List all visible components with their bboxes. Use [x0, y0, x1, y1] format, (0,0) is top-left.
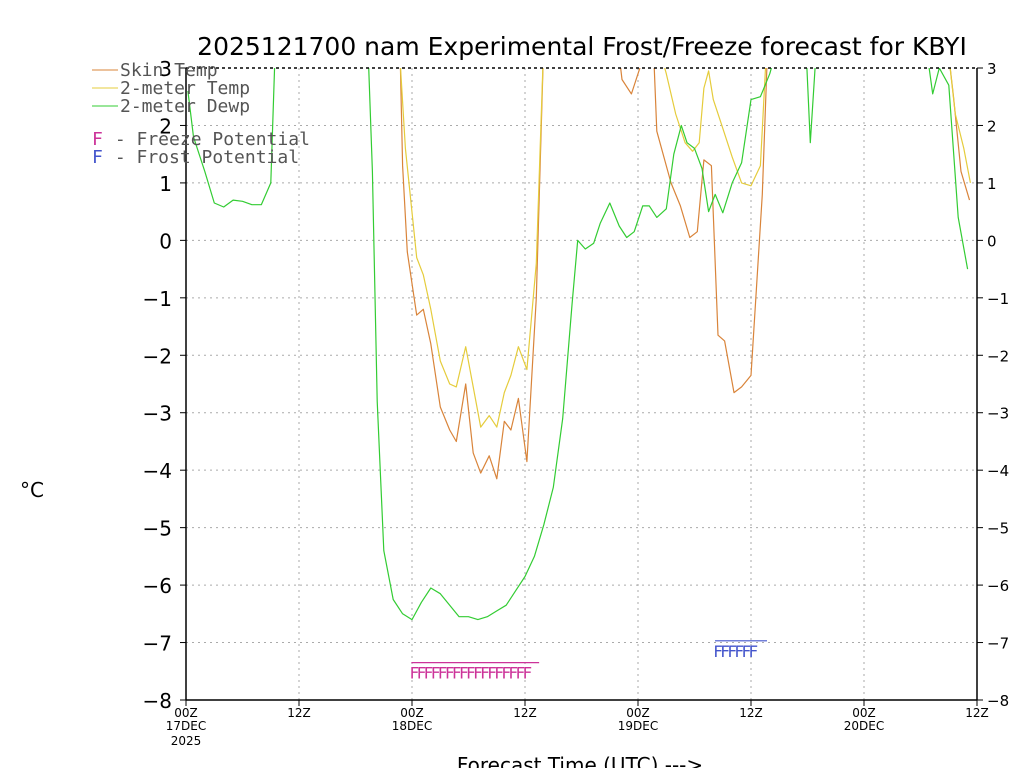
freeze-potential-mark: F: [410, 664, 420, 683]
x-tick-label: 00Z: [400, 706, 424, 720]
y-tick-label-left: 2: [159, 114, 172, 138]
y-tick-label-left: −7: [143, 632, 172, 656]
series-line-2-meter-dewp: [187, 68, 969, 621]
freeze-key-letter: F: [92, 129, 103, 150]
frost-key-letter: F: [92, 147, 103, 168]
y-tick-label-right: −6: [987, 577, 1009, 595]
y-tick-label-right: −1: [987, 290, 1009, 308]
y-tick-label-left: 0: [159, 229, 172, 253]
frost-potential-mark: F: [741, 642, 751, 661]
y-tick-label-right: −5: [987, 520, 1009, 538]
y-tick-label-left: −2: [143, 344, 172, 368]
frost-potential-mark: F: [727, 642, 737, 661]
x-tick-year: 2025: [171, 734, 202, 748]
freeze-potential-mark: F: [523, 664, 533, 683]
gridlines: [186, 68, 977, 700]
series-line-skin-temp: [399, 68, 971, 480]
y-tick-label-left: −5: [143, 517, 172, 541]
freeze-potential-mark: F: [445, 664, 455, 683]
freeze-potential-mark: F: [431, 664, 441, 683]
frost-potential-mark: F: [713, 642, 723, 661]
y-tick-label-right: 3: [987, 60, 997, 78]
y-tick-label-right: 1: [987, 175, 997, 193]
y-tick-label-left: −6: [143, 574, 172, 598]
legend-label-2m-dewp: 2-meter Dewp: [120, 96, 250, 117]
series-layer: [187, 68, 971, 621]
y-tick-label-left: −4: [143, 459, 172, 483]
x-axis-label: Forecast Time (UTC) --->: [457, 753, 703, 768]
freeze-potential-mark: F: [424, 664, 434, 683]
y-axis-label: °C: [20, 478, 44, 502]
frost-potential-mark: F: [749, 642, 759, 661]
freeze-potential-mark: F: [452, 664, 462, 683]
frost-potential-mark: F: [720, 642, 730, 661]
x-tick-label: 12Z: [739, 706, 763, 720]
y-tick-label-right: 2: [987, 117, 997, 135]
freeze-potential-mark: F: [501, 664, 511, 683]
freeze-potential-mark: F: [480, 664, 490, 683]
chart-title: 2025121700 nam Experimental Frost/Freeze…: [197, 32, 967, 61]
y-tick-label-left: −8: [143, 689, 172, 713]
legend-label-skin-temp: Skin Temp: [120, 60, 218, 81]
y-tick-label-right: −7: [987, 635, 1009, 653]
x-tick-date: 19DEC: [618, 719, 658, 733]
legend: Skin Temp 2-meter Temp 2-meter Dewp F - …: [92, 60, 310, 168]
y-tick-label-right: −3: [987, 405, 1009, 423]
frost-key-label: - Frost Potential: [104, 147, 299, 168]
x-tick-label: 12Z: [287, 706, 311, 720]
freeze-potential-mark: F: [494, 664, 504, 683]
y-tick-label-left: −1: [143, 287, 172, 311]
y-tick-label-right: −4: [987, 462, 1009, 480]
freeze-potential-mark: F: [473, 664, 483, 683]
freeze-potential-mark: F: [466, 664, 476, 683]
x-tick-label: 12Z: [965, 706, 989, 720]
y-tick-label-left: 3: [159, 57, 172, 81]
x-tick-label: 00Z: [174, 706, 198, 720]
legend-label-2m-temp: 2-meter Temp: [120, 78, 250, 99]
y-tick-label-right: −2: [987, 347, 1009, 365]
axes: −8 −8 −7 −7 −6 −6 −5 −5 −4 −4 −3 −3 −2 −2 −1 −1 0 0 1 1 2 2 3 3…: [143, 57, 1010, 748]
freeze-potential-mark: F: [438, 664, 448, 683]
freeze-potential-mark: F: [459, 664, 469, 683]
freeze-potential-mark: F: [417, 664, 427, 683]
x-tick-label: 00Z: [626, 706, 650, 720]
y-tick-label-right: 0: [987, 232, 997, 250]
frost-potential-mark: F: [734, 642, 744, 661]
freeze-potential-mark: F: [487, 664, 497, 683]
x-tick-label: 00Z: [852, 706, 876, 720]
y-tick-label-left: −3: [143, 402, 172, 426]
x-tick-date: 18DEC: [392, 719, 432, 733]
x-tick-label: 12Z: [513, 706, 537, 720]
y-tick-label-left: 1: [159, 172, 172, 196]
freeze-potential-mark: F: [508, 664, 518, 683]
y-tick-label-right: −8: [987, 692, 1009, 710]
series-line-2-meter-temp: [399, 68, 971, 428]
x-tick-date: 17DEC: [166, 719, 206, 733]
x-tick-date: 20DEC: [844, 719, 884, 733]
freeze-key-label: - Freeze Potential: [104, 129, 310, 150]
freeze-potential-mark: F: [515, 664, 525, 683]
